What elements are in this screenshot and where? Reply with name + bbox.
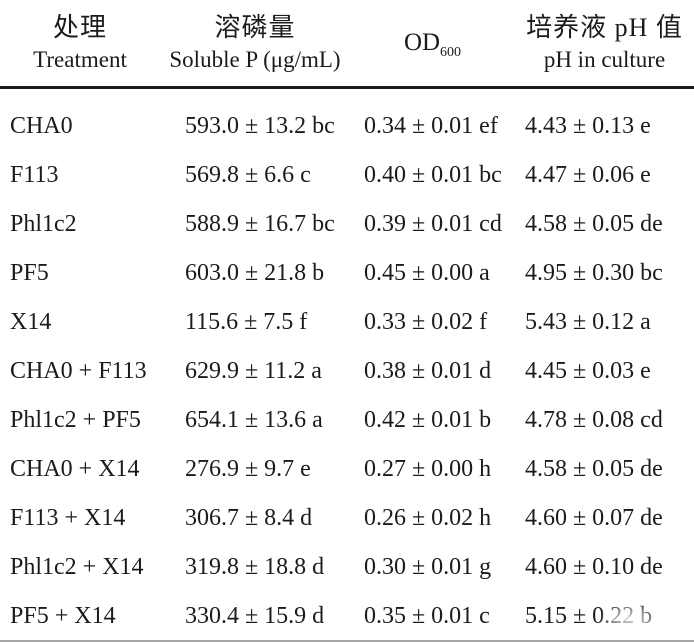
treatment-cell: F113 <box>10 162 59 188</box>
treatment-cell: CHA0 + F113 <box>10 358 147 384</box>
table-row: F113 + X14 306.7 ± 8.4 d 0.26 ± 0.02 h 4… <box>0 494 694 543</box>
soluble-p-cell: 588.9 ± 16.7 bc <box>185 211 335 237</box>
ph-header-zh: 培养液 pH 值 <box>526 12 683 42</box>
soluble-p-cell: 569.8 ± 6.6 c <box>185 162 311 188</box>
od600-cell: 0.30 ± 0.01 g <box>364 554 492 580</box>
ph-cell: 4.95 ± 0.30 bc <box>525 260 663 286</box>
table-row: CHA0 593.0 ± 13.2 bc 0.34 ± 0.01 ef 4.43… <box>0 88 694 152</box>
soluble-p-cell: 330.4 ± 15.9 d <box>185 603 325 629</box>
col-header-soluble-p: 溶磷量 Soluble P (μg/mL) <box>160 0 350 89</box>
treatment-header-zh: 处理 <box>52 12 107 42</box>
od600-cell: 0.26 ± 0.02 h <box>364 505 492 531</box>
table-bottom-rule <box>0 640 694 642</box>
table-row: Phl1c2 + PF5 654.1 ± 13.6 a 0.42 ± 0.01 … <box>0 396 694 445</box>
soluble-p-cell: 115.6 ± 7.5 f <box>185 309 308 335</box>
treatment-header-en: Treatment <box>33 47 127 73</box>
ph-header-en: pH in culture <box>543 47 666 73</box>
ph-cell: 4.58 ± 0.05 de <box>525 456 663 482</box>
od600-cell: 0.33 ± 0.02 f <box>364 309 488 335</box>
ph-cell: 5.15 ± 0.22 b <box>525 603 653 629</box>
soluble-p-header-en: Soluble P (μg/mL) <box>169 47 341 73</box>
ph-cell: 5.43 ± 0.12 a <box>525 309 651 335</box>
od600-subscript: 600 <box>440 45 462 60</box>
table-row: CHA0 + F113 629.9 ± 11.2 a 0.38 ± 0.01 d… <box>0 347 694 396</box>
ph-cell: 4.47 ± 0.06 e <box>525 162 651 188</box>
od600-cell: 0.42 ± 0.01 b <box>364 407 492 433</box>
table-row: X14 115.6 ± 7.5 f 0.33 ± 0.02 f 5.43 ± 0… <box>0 298 694 347</box>
soluble-p-cell: 276.9 ± 9.7 e <box>185 456 311 482</box>
treatment-cell: Phl1c2 <box>10 211 77 237</box>
treatment-cell: F113 + X14 <box>10 505 126 531</box>
table-row: PF5 603.0 ± 21.8 b 0.45 ± 0.00 a 4.95 ± … <box>0 249 694 298</box>
col-header-ph: 培养液 pH 值 pH in culture <box>515 0 694 89</box>
treatment-cell: X14 <box>10 309 52 335</box>
table-row: F113 569.8 ± 6.6 c 0.40 ± 0.01 bc 4.47 ±… <box>0 151 694 200</box>
od600-cell: 0.39 ± 0.01 cd <box>364 211 502 237</box>
header-row: 处理 Treatment 溶磷量 Soluble P (μg/mL) OD600… <box>0 0 694 89</box>
od600-cell: 0.45 ± 0.00 a <box>364 260 490 286</box>
soluble-p-cell: 603.0 ± 21.8 b <box>185 260 325 286</box>
od600-cell: 0.35 ± 0.01 c <box>364 603 490 629</box>
od600-cell: 0.40 ± 0.01 bc <box>364 162 502 188</box>
od600-header: OD600 <box>403 29 462 60</box>
soluble-p-cell: 593.0 ± 13.2 bc <box>185 113 335 139</box>
soluble-p-cell: 306.7 ± 8.4 d <box>185 505 313 531</box>
table-row: PF5 + X14 330.4 ± 15.9 d 0.35 ± 0.01 c 5… <box>0 592 694 641</box>
ph-cell: 4.60 ± 0.07 de <box>525 505 663 531</box>
col-header-od600: OD600 <box>350 0 515 89</box>
treatment-cell: PF5 <box>10 260 49 286</box>
treatment-cell: CHA0 + X14 <box>10 456 140 482</box>
ph-cell: 4.45 ± 0.03 e <box>525 358 651 384</box>
soluble-p-cell: 654.1 ± 13.6 a <box>185 407 323 433</box>
treatment-cell: Phl1c2 + PF5 <box>10 407 141 433</box>
ph-cell: 4.43 ± 0.13 e <box>525 113 651 139</box>
table-row: Phl1c2 + X14 319.8 ± 18.8 d 0.30 ± 0.01 … <box>0 543 694 592</box>
od600-cell: 0.27 ± 0.00 h <box>364 456 492 482</box>
ph-cell: 4.78 ± 0.08 cd <box>525 407 663 433</box>
soluble-p-cell: 629.9 ± 11.2 a <box>185 358 322 384</box>
table-row: Phl1c2 588.9 ± 16.7 bc 0.39 ± 0.01 cd 4.… <box>0 200 694 249</box>
ph-cell: 4.60 ± 0.10 de <box>525 554 663 580</box>
ph-cell: 4.58 ± 0.05 de <box>525 211 663 237</box>
treatment-cell: Phl1c2 + X14 <box>10 554 144 580</box>
soluble-p-cell: 319.8 ± 18.8 d <box>185 554 325 580</box>
table-row: CHA0 + X14 276.9 ± 9.7 e 0.27 ± 0.00 h 4… <box>0 445 694 494</box>
col-header-treatment: 处理 Treatment <box>0 0 160 89</box>
treatment-cell: CHA0 <box>10 113 73 139</box>
od600-cell: 0.34 ± 0.01 ef <box>364 113 498 139</box>
treatment-cell: PF5 + X14 <box>10 603 116 629</box>
soluble-p-header-zh: 溶磷量 <box>214 12 296 42</box>
od600-cell: 0.38 ± 0.01 d <box>364 358 492 384</box>
